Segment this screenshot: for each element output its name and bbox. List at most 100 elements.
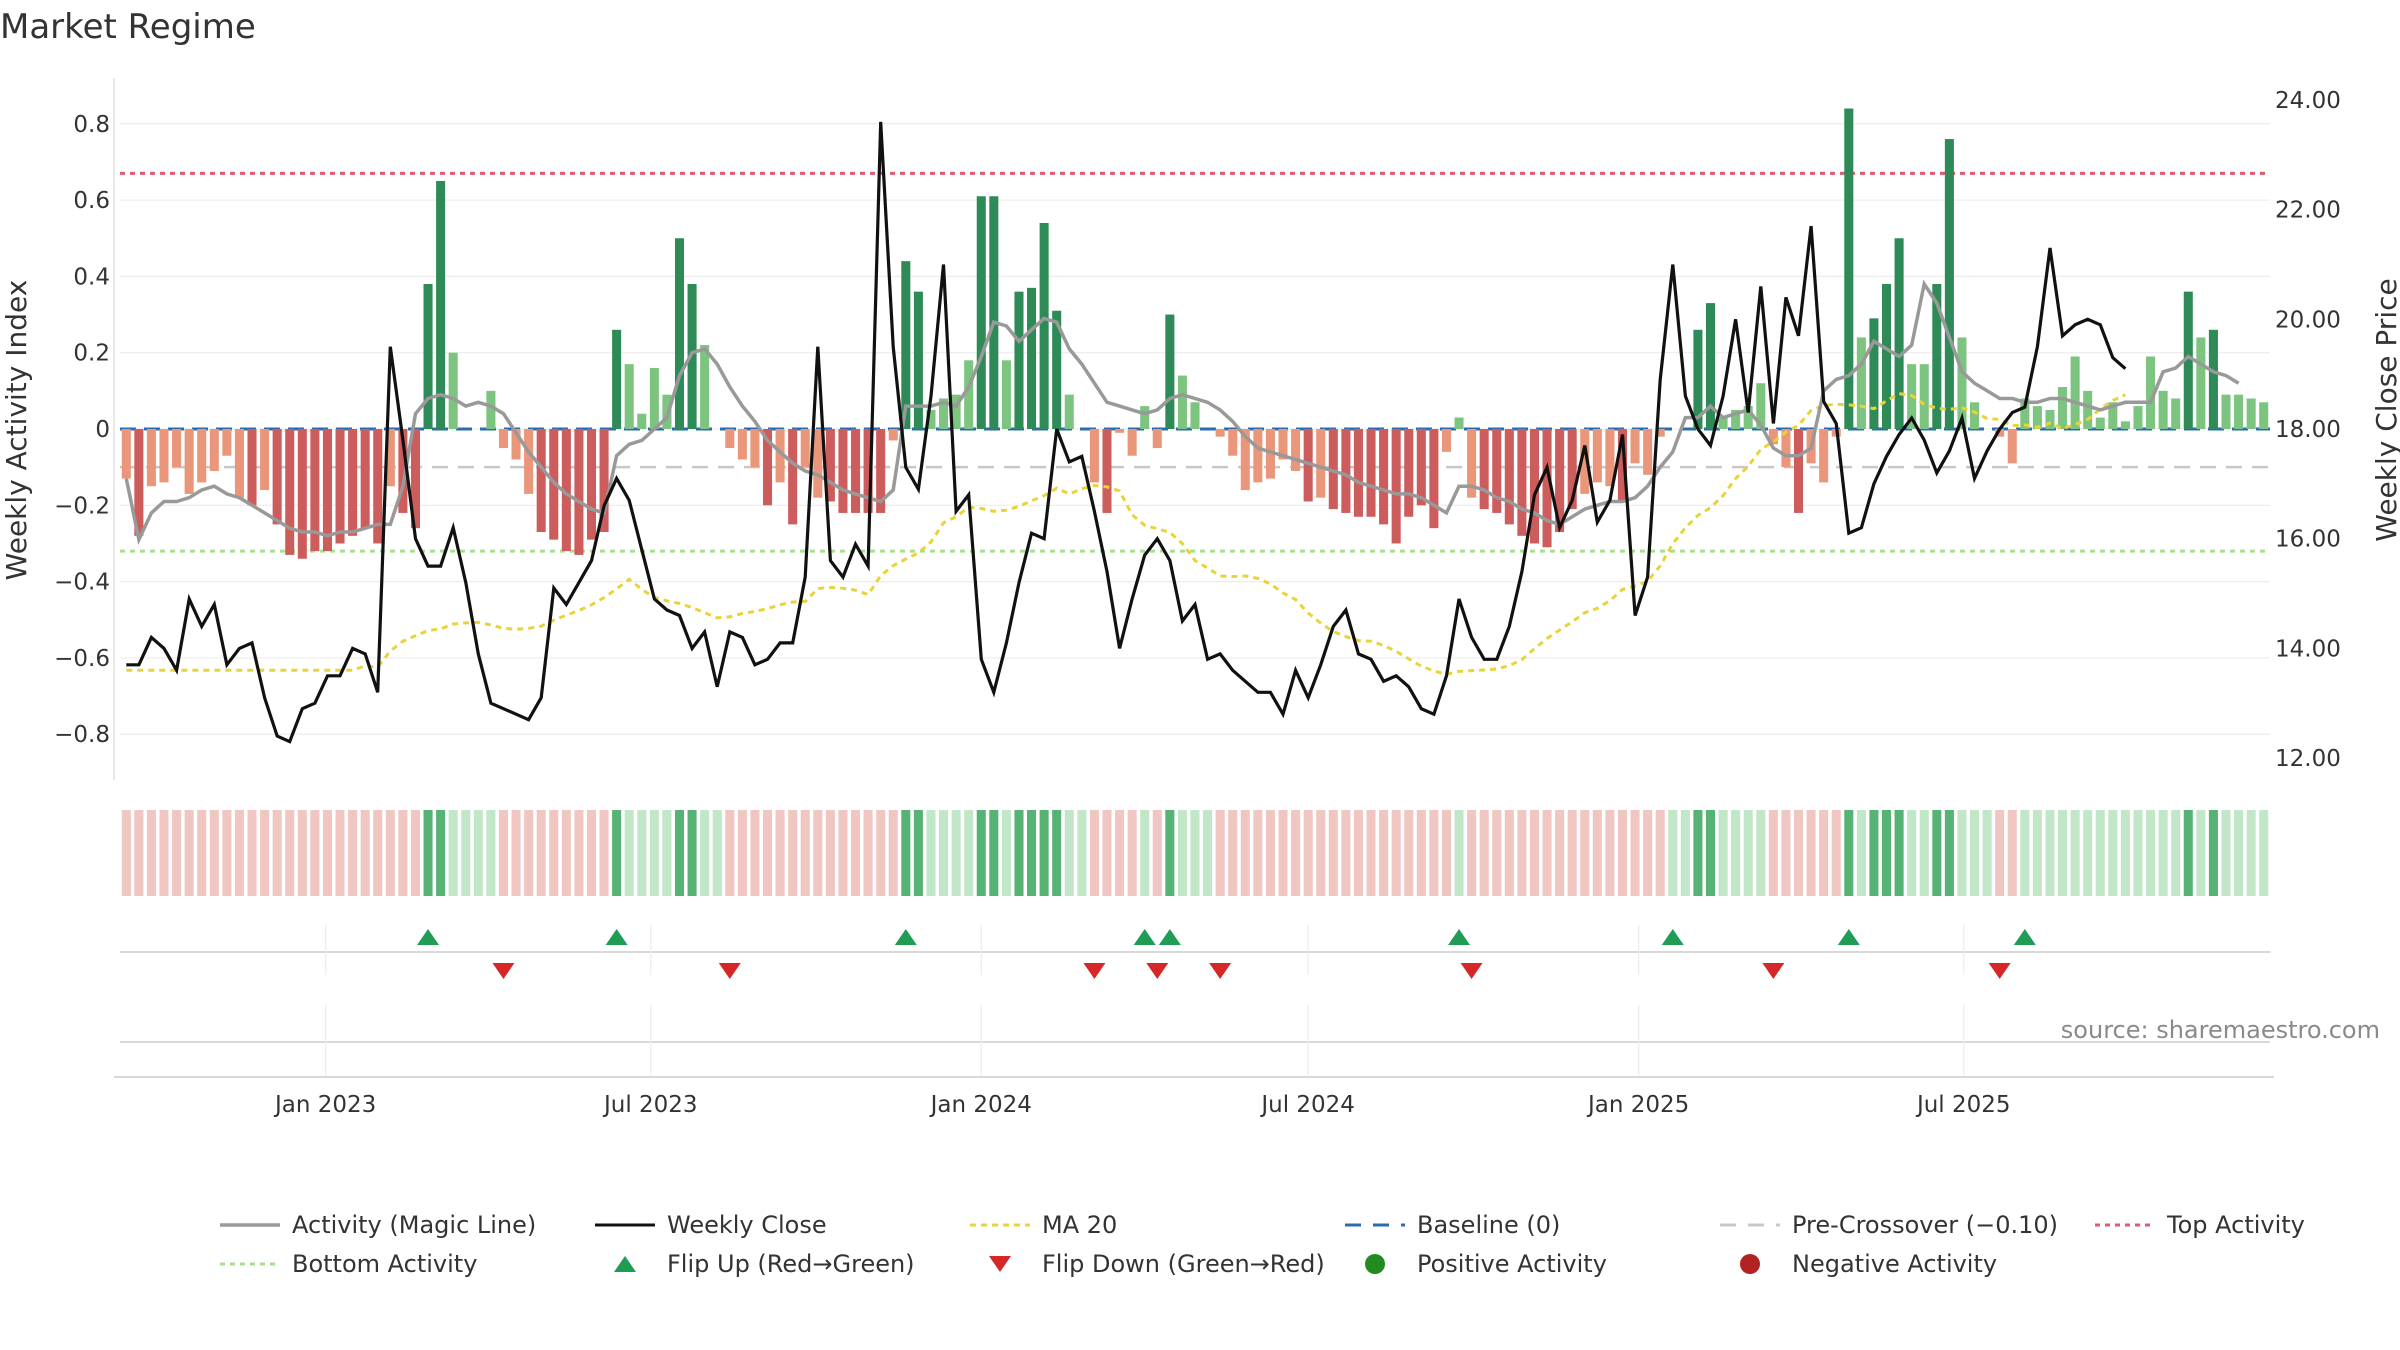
regime-cell [184,810,194,896]
regime-cell [1731,810,1741,896]
activity-bar [260,429,270,491]
activity-bar [322,429,332,552]
regime-cell [1240,810,1250,896]
activity-bar [373,429,383,544]
regime-cell [348,810,358,896]
flip-up-marker [1837,929,1860,945]
activity-bar [498,429,509,449]
activity-bar [825,429,835,502]
activity-bar [272,429,282,525]
activity-bar [222,429,232,456]
regime-cell [2083,810,2093,896]
regime-cell [1944,810,1954,896]
source-credit: source: sharemaestro.com [2061,1016,2380,1044]
legend-label: MA 20 [1042,1211,1117,1239]
regime-cell [2007,810,2017,896]
regime-cell [385,810,395,896]
regime-cell [2171,810,2181,896]
regime-cell [1039,810,1049,896]
activity-bar [1844,108,1854,430]
regime-cell [662,810,672,896]
regime-cell [1907,810,1917,896]
flip-up-marker [1158,929,1181,945]
activity-bar [209,429,219,471]
regime-cell [1190,810,1200,896]
regime-cell [121,810,131,896]
activity-bar [939,398,949,429]
regime-cell [234,810,244,896]
regime-cell [2221,810,2231,896]
activity-bar [687,284,697,429]
x-tick-label: Jan 2025 [1586,1092,1689,1118]
activity-bar [1102,429,1112,513]
regime-cell [2108,810,2118,896]
regime-cell [1555,810,1565,896]
regime-cell [1856,810,1866,896]
activity-bar [1793,429,1804,513]
regime-cell [2032,810,2042,896]
activity-bar [951,394,961,429]
activity-bar [750,429,760,468]
regime-cell [1492,810,1502,896]
activity-bar [121,429,131,479]
regime-cell [172,810,182,896]
activity-bar [1391,429,1401,544]
regime-cell [373,810,383,896]
legend-label: Activity (Magic Line) [292,1211,536,1239]
activity-bar [1265,429,1275,479]
regime-cell [1504,810,1514,896]
regime-cell [1253,810,1263,896]
activity-bar [863,429,873,513]
activity-bar [1328,429,1338,510]
regime-cell [1215,810,1225,896]
activity-bar [1957,337,1967,429]
regime-cell [1919,810,1929,896]
flip-down-marker [718,963,741,979]
regime-cell [1844,810,1854,896]
regime-cell [1278,810,1288,896]
activity-bar [1253,429,1263,483]
activity-bar [1944,139,1954,430]
activity-bar [1366,429,1376,517]
regime-cell [964,810,974,896]
regime-cell [1957,810,1967,896]
regime-cell [712,810,722,896]
regime-cell [1881,810,1892,896]
activity-bar [1404,429,1414,517]
regime-cell [1265,810,1275,896]
activity-bar [1919,364,1929,429]
y-right-tick-label: 14.00 [2275,636,2341,662]
regime-cell [1441,810,1451,896]
weekly-close-line [126,121,2127,744]
y-right-tick-label: 12.00 [2275,746,2341,772]
y-right-tick-label: 24.00 [2275,88,2341,114]
axis-ticks: −0.8 −0.6 −0.4 −0.2 0 0.2 0.4 0.6 0.8 12.00 14.00 1… [54,88,2341,772]
regime-cell [1077,810,1087,896]
regime-cell [1404,810,1414,896]
activity-bar [1416,429,1426,506]
regime-cell [2070,810,2080,896]
regime-cell [2196,810,2206,896]
x-tick-label: Jul 2025 [1915,1092,2011,1118]
activity-bar [1580,429,1590,494]
activity-bar [1894,238,1904,429]
activity-bar [1781,429,1791,468]
flip-down-marker [1083,963,1106,979]
activity-bar [586,429,597,540]
regime-cell [272,810,282,896]
activity-bar [1731,409,1741,429]
regime-cell [1567,810,1577,896]
activity-bar [976,196,986,429]
legend-label: Weekly Close [667,1211,827,1239]
regime-cell [1756,810,1766,896]
activity-bar [574,429,584,555]
regime-cell [825,810,835,896]
regime-cell [1102,810,1112,896]
regime-cell [725,810,735,896]
activity-bar [1567,429,1577,510]
regime-cell [1291,810,1301,896]
activity-bar [360,429,370,529]
regime-cell [1605,810,1615,896]
activity-bar [2020,398,2030,429]
activity-bar [775,429,785,483]
